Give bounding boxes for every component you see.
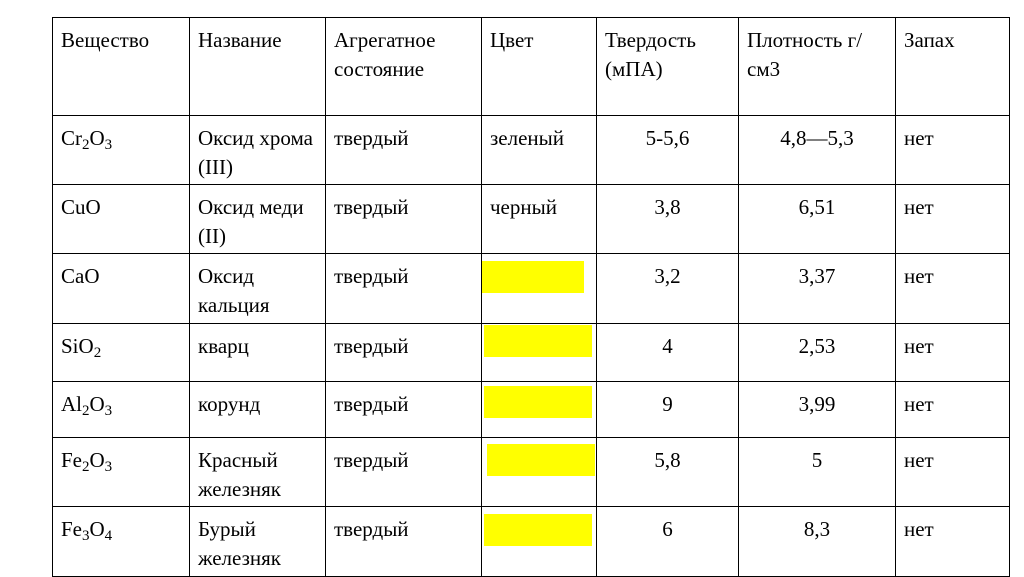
name-cell: Оксид меди (II) <box>189 184 326 254</box>
formula-subscript: 2 <box>93 345 102 361</box>
table-row: CuO Оксид меди (II) твердый черный 3,8 6… <box>52 184 1010 254</box>
formula-subscript: 3 <box>104 403 113 419</box>
color-cell <box>481 381 597 438</box>
formula-text: CaO <box>61 264 100 288</box>
smell-cell: нет <box>895 381 1010 438</box>
smell-cell: нет <box>895 253 1010 324</box>
formula-subscript: 3 <box>82 528 90 544</box>
state-cell: твердый <box>325 381 482 438</box>
formula-text: O <box>89 126 105 150</box>
color-cell <box>481 506 597 577</box>
state-cell: твердый <box>325 184 482 254</box>
formula-text: CuO <box>61 195 101 219</box>
formula-subscript: 4 <box>104 528 113 544</box>
name-cell: корунд <box>189 381 326 438</box>
header-density: Плотность г/см3 <box>738 17 896 116</box>
formula-cell: Fe3O4 <box>52 506 190 577</box>
color-cell: черный <box>481 184 597 254</box>
header-color: Цвет <box>481 17 597 116</box>
header-smell: Запах <box>895 17 1010 116</box>
formula-cell: Al2O3 <box>52 381 190 438</box>
hardness-cell: 9 <box>596 381 739 438</box>
formula-text: Fe <box>61 517 82 541</box>
formula-text: O <box>89 392 105 416</box>
table-row: Al2O3 корунд твердый 9 3,99 нет <box>52 381 1010 438</box>
smell-cell: нет <box>895 115 1010 185</box>
state-cell: твердый <box>325 437 482 507</box>
formula-text: O <box>89 448 105 472</box>
name-cell: Оксид кальция <box>189 253 326 324</box>
name-cell: Красный железняк <box>189 437 326 507</box>
name-cell: Оксид хрома (III) <box>189 115 326 185</box>
header-name: Название <box>189 17 326 116</box>
smell-cell: нет <box>895 184 1010 254</box>
highlight-block <box>487 444 595 476</box>
smell-cell: нет <box>895 323 1010 382</box>
formula-text: Al <box>61 392 82 416</box>
name-cell: Бурый железняк <box>189 506 326 577</box>
color-cell: зеленый <box>481 115 597 185</box>
formula-text: Fe <box>61 448 82 472</box>
smell-cell: нет <box>895 437 1010 507</box>
formula-cell: SiO2 <box>52 323 190 382</box>
table-row: SiO2 кварц твердый 4 2,53 нет <box>52 323 1010 382</box>
header-row: Вещество Название Агрегатное состояние Ц… <box>52 17 1010 116</box>
density-cell: 8,3 <box>738 506 896 577</box>
color-cell <box>481 323 597 382</box>
header-substance: Вещество <box>52 17 190 116</box>
table-row: Cr2O3 Оксид хрома (III) твердый зеленый … <box>52 115 1010 185</box>
hardness-cell: 6 <box>596 506 739 577</box>
state-cell: твердый <box>325 253 482 324</box>
color-cell <box>481 437 597 507</box>
density-cell: 4,8—5,3 <box>738 115 896 185</box>
table-row: Fe3O4 Бурый железняк твердый 6 8,3 нет <box>52 506 1010 577</box>
table-row: Fe2O3 Красный железняк твердый 5,8 5 нет <box>52 437 1010 507</box>
state-cell: твердый <box>325 506 482 577</box>
formula-cell: CaO <box>52 253 190 324</box>
formula-text: SiO <box>61 334 94 358</box>
table-row: CaO Оксид кальция твердый 3,2 3,37 нет <box>52 253 1010 324</box>
formula-subscript: 3 <box>104 459 113 475</box>
hardness-cell: 3,8 <box>596 184 739 254</box>
formula-cell: Cr2O3 <box>52 115 190 185</box>
color-cell <box>481 253 597 324</box>
name-cell: кварц <box>189 323 326 382</box>
state-cell: твердый <box>325 115 482 185</box>
formula-text: O <box>89 517 105 541</box>
highlight-block <box>484 514 592 546</box>
header-state: Агрегатное состояние <box>325 17 482 116</box>
formula-subscript: 3 <box>104 137 113 153</box>
hardness-cell: 3,2 <box>596 253 739 324</box>
formula-text: Cr <box>61 126 82 150</box>
hardness-cell: 4 <box>596 323 739 382</box>
formula-cell: CuO <box>52 184 190 254</box>
highlight-block <box>484 386 592 418</box>
formula-subscript: 2 <box>82 137 90 153</box>
formula-subscript: 2 <box>82 459 90 475</box>
hardness-cell: 5-5,6 <box>596 115 739 185</box>
hardness-cell: 5,8 <box>596 437 739 507</box>
header-hardness: Твердость (мПА) <box>596 17 739 116</box>
formula-subscript: 2 <box>82 403 90 419</box>
highlight-block <box>482 261 584 293</box>
properties-table: Вещество Название Агрегатное состояние Ц… <box>52 17 1010 577</box>
density-cell: 6,51 <box>738 184 896 254</box>
density-cell: 3,99 <box>738 381 896 438</box>
density-cell: 3,37 <box>738 253 896 324</box>
density-cell: 5 <box>738 437 896 507</box>
state-cell: твердый <box>325 323 482 382</box>
smell-cell: нет <box>895 506 1010 577</box>
density-cell: 2,53 <box>738 323 896 382</box>
highlight-block <box>484 325 592 357</box>
formula-cell: Fe2O3 <box>52 437 190 507</box>
